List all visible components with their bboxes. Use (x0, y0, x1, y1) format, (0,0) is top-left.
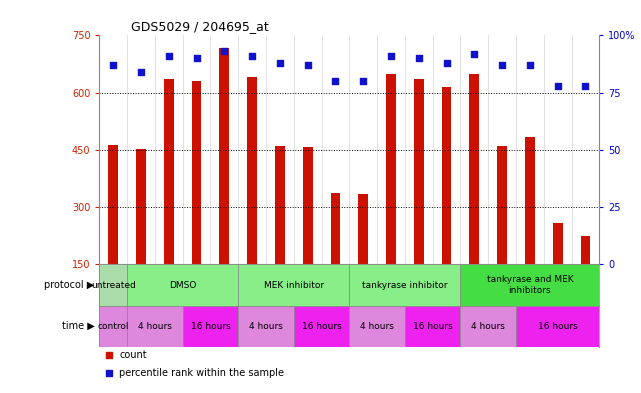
Point (104, 369, 115, 376)
Point (358, 78, 369, 84)
Bar (516, 306, 599, 347)
Bar (331, 193, 340, 264)
Bar (303, 147, 313, 264)
Bar (349, 306, 405, 347)
Point (104, 352, 115, 358)
Bar (247, 77, 257, 264)
Point (580, 83, 590, 89)
Text: MEK inhibitor: MEK inhibitor (263, 281, 324, 290)
Bar (460, 306, 516, 347)
Bar (358, 194, 368, 264)
Text: 4 hours: 4 hours (360, 322, 394, 331)
Point (108, 62, 119, 68)
Point (553, 83, 563, 89)
Text: 4 hours: 4 hours (249, 322, 283, 331)
Text: 16 hours: 16 hours (538, 322, 578, 331)
Bar (164, 79, 174, 264)
Bar (127, 306, 183, 347)
Point (247, 53, 257, 59)
Bar (127, 264, 238, 306)
Point (469, 51, 479, 57)
Bar (238, 264, 349, 306)
Text: 16 hours: 16 hours (413, 322, 453, 331)
Text: control: control (97, 322, 129, 331)
Bar (442, 87, 451, 264)
Bar (275, 146, 285, 264)
Point (386, 53, 396, 59)
Bar (525, 136, 535, 264)
Bar (192, 81, 201, 264)
Bar (183, 306, 238, 347)
Point (219, 48, 229, 55)
Text: GDS5029 / 204695_at: GDS5029 / 204695_at (131, 20, 269, 33)
Bar (238, 306, 294, 347)
Text: 4 hours: 4 hours (138, 322, 172, 331)
Bar (581, 236, 590, 264)
Bar (219, 48, 229, 264)
Bar (414, 79, 424, 264)
Bar (469, 74, 479, 264)
Bar (553, 223, 563, 264)
Text: protocol ▶: protocol ▶ (44, 280, 94, 290)
Point (136, 69, 146, 75)
Bar (99, 264, 127, 306)
Text: DMSO: DMSO (169, 281, 196, 290)
Text: count: count (119, 351, 147, 360)
Point (525, 62, 535, 68)
Point (303, 62, 313, 68)
Text: 16 hours: 16 hours (302, 322, 342, 331)
Text: 16 hours: 16 hours (190, 322, 230, 331)
Bar (386, 74, 396, 264)
Point (413, 55, 424, 61)
Point (497, 62, 507, 68)
Text: tankyrase inhibitor: tankyrase inhibitor (362, 281, 447, 290)
Point (163, 53, 174, 59)
Bar (136, 149, 146, 264)
Bar (108, 145, 118, 264)
Point (442, 60, 452, 66)
Bar (405, 306, 460, 347)
Bar (294, 306, 349, 347)
Text: percentile rank within the sample: percentile rank within the sample (119, 367, 285, 378)
Text: time ▶: time ▶ (62, 321, 94, 331)
Point (330, 78, 340, 84)
Point (275, 60, 285, 66)
Text: untreated: untreated (91, 281, 136, 290)
Bar (99, 306, 127, 347)
Bar (349, 264, 460, 306)
Text: 4 hours: 4 hours (471, 322, 505, 331)
Bar (460, 264, 599, 306)
Text: tankyrase and MEK
inhibitors: tankyrase and MEK inhibitors (487, 275, 573, 295)
Bar (497, 146, 507, 264)
Point (192, 55, 202, 61)
